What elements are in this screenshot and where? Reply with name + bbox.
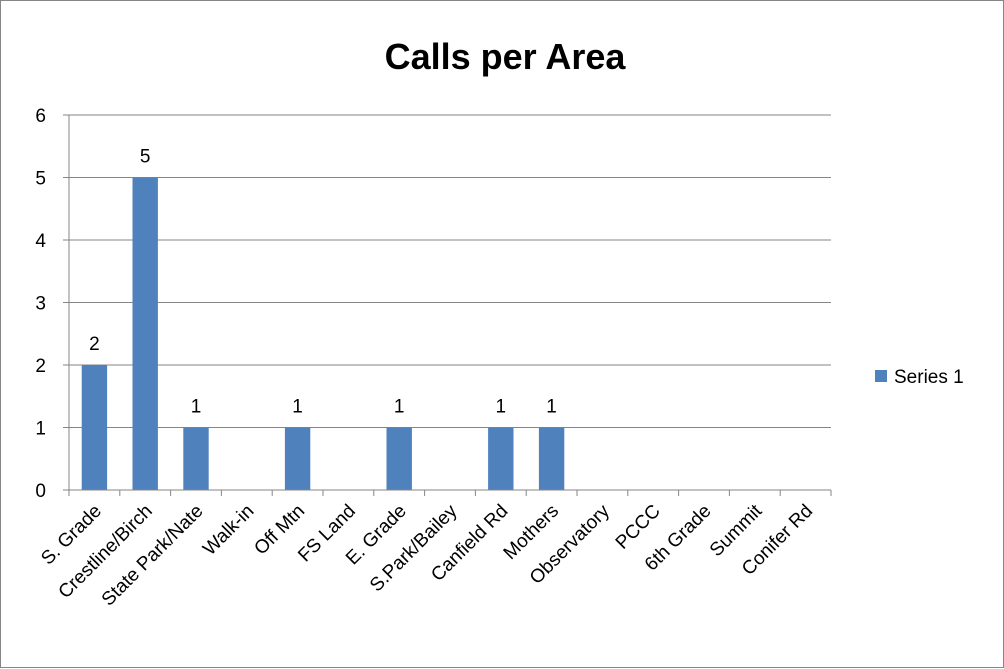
bar-state-park-nate — [183, 427, 209, 490]
y-tick-label: 5 — [35, 169, 46, 190]
y-tick-label: 3 — [35, 294, 46, 315]
data-label: 1 — [191, 397, 202, 418]
bar-crestline-birch — [132, 177, 158, 490]
x-tick-label: S.Park/Bailey — [366, 500, 462, 596]
legend-label-series-1: Series 1 — [894, 367, 964, 388]
bars — [81, 177, 565, 490]
bar-mothers — [538, 427, 565, 490]
y-tick-label: 4 — [35, 231, 46, 252]
bar-e-grade — [386, 427, 412, 490]
data-label: 2 — [89, 334, 100, 355]
y-tick-label: 1 — [35, 419, 46, 440]
data-labels: 2 5 1 1 1 1 1 — [89, 147, 557, 418]
bar-s-grade — [81, 365, 108, 490]
legend: Series 1 — [875, 367, 964, 388]
y-tick-labels: 0 1 2 3 4 5 6 — [35, 106, 46, 502]
axes — [63, 114, 832, 496]
x-tick-label: Walk-in — [199, 501, 258, 560]
data-label: 1 — [394, 397, 405, 418]
legend-swatch-series-1 — [875, 370, 887, 382]
data-label: 1 — [546, 397, 557, 418]
y-tick-label: 6 — [35, 106, 46, 127]
chart-title: Calls per Area — [385, 36, 627, 77]
bar-canfield-rd — [488, 427, 514, 490]
data-label: 5 — [140, 147, 151, 168]
bar-off-mtn — [284, 427, 311, 490]
y-tick-label: 0 — [35, 481, 46, 502]
data-label: 1 — [292, 397, 303, 418]
gridlines — [69, 114, 831, 428]
data-label: 1 — [496, 397, 507, 418]
y-tick-label: 2 — [35, 356, 46, 377]
